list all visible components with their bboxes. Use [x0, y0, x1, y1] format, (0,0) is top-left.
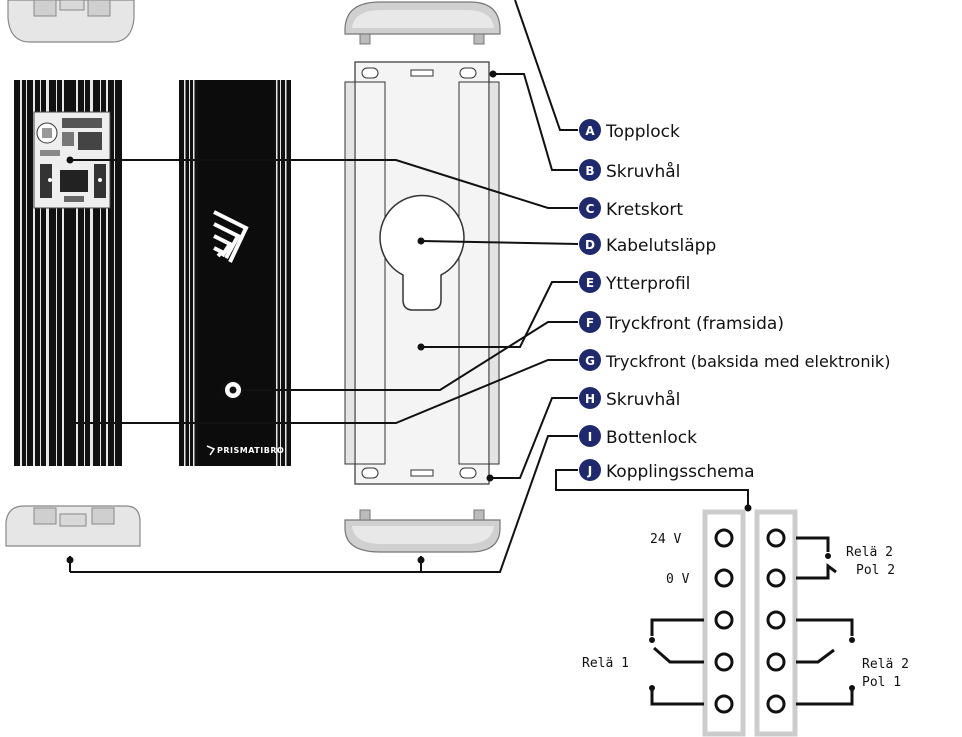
- terminal-label-pol2: Pol 2: [856, 563, 895, 578]
- badge-letter: A: [585, 124, 595, 138]
- badge-letter: I: [588, 430, 592, 444]
- label-C: C Kretskort: [579, 197, 683, 220]
- leader-dots: [66, 70, 752, 564]
- label-text: Kabelutsläpp: [606, 236, 716, 256]
- rear-profile: [14, 80, 122, 466]
- brand-text: PRISMATIBRO: [217, 446, 284, 455]
- terminal-block-right: [754, 509, 798, 737]
- label-F: F Tryckfront (framsida): [579, 311, 784, 334]
- terminal-screws: [714, 528, 786, 714]
- badge-letter: D: [585, 238, 595, 252]
- label-A: A Topplock: [579, 119, 680, 142]
- terminal-block-left: [702, 509, 746, 737]
- terminal-label-pol1: Pol 1: [862, 675, 901, 690]
- label-J: J Kopplingsschema: [579, 459, 755, 482]
- label-text: Skruvhål: [606, 161, 680, 182]
- wiring-diagram: 24 V 0 V Relä 1 Relä 2 Pol 2 Relä 2 Pol …: [582, 509, 909, 737]
- badge-letter: C: [586, 202, 595, 216]
- badge-letter: H: [585, 392, 595, 406]
- front-profile: PRISMATIBRO: [179, 80, 291, 466]
- bottom-cap-right: [344, 509, 501, 553]
- label-B: B Skruvhål: [579, 159, 680, 182]
- brand-small-logo: PRISMATIBRO: [206, 445, 284, 456]
- label-text: Tryckfront (baksida med elektronik): [605, 352, 890, 371]
- badge-letter: F: [586, 316, 594, 330]
- terminal-label-rele2-top: Relä 2: [846, 545, 893, 560]
- top-cap-right: [344, 1, 501, 45]
- label-I: I Bottenlock: [579, 425, 697, 448]
- bottom-cap-left: [5, 505, 141, 547]
- label-text: Ytterprofil: [605, 274, 690, 294]
- terminal-label-rele1: Relä 1: [582, 656, 629, 671]
- badge-letter: B: [585, 164, 594, 178]
- terminal-label-24v: 24 V: [650, 532, 681, 547]
- leader-lines: [69, 0, 749, 573]
- badge-letter: E: [586, 276, 594, 290]
- badge-letter: J: [587, 464, 592, 478]
- label-text: Kopplingsschema: [606, 462, 755, 482]
- relay-switch-symbols: [650, 536, 854, 706]
- relay-dots: [649, 553, 855, 691]
- label-text: Bottenlock: [606, 428, 697, 448]
- terminal-label-rele2-bottom: Relä 2: [862, 657, 909, 672]
- label-text: Skruvhål: [606, 389, 680, 410]
- label-text: Topplock: [605, 122, 680, 142]
- cable-outlet-icon: [379, 194, 465, 311]
- label-text: Tryckfront (framsida): [605, 314, 784, 334]
- badge-letter: G: [585, 354, 595, 368]
- label-G: G Tryckfront (baksida med elektronik): [579, 349, 890, 371]
- brand-logo-icon: [213, 210, 249, 263]
- label-E: E Ytterprofil: [579, 271, 690, 294]
- top-cap-left: [7, 0, 135, 43]
- terminal-label-0v: 0 V: [666, 572, 690, 587]
- mounting-profile: [344, 61, 500, 485]
- label-H: H Skruvhål: [579, 387, 680, 410]
- label-text: Kretskort: [606, 200, 683, 220]
- label-D: D Kabelutsläpp: [579, 233, 716, 256]
